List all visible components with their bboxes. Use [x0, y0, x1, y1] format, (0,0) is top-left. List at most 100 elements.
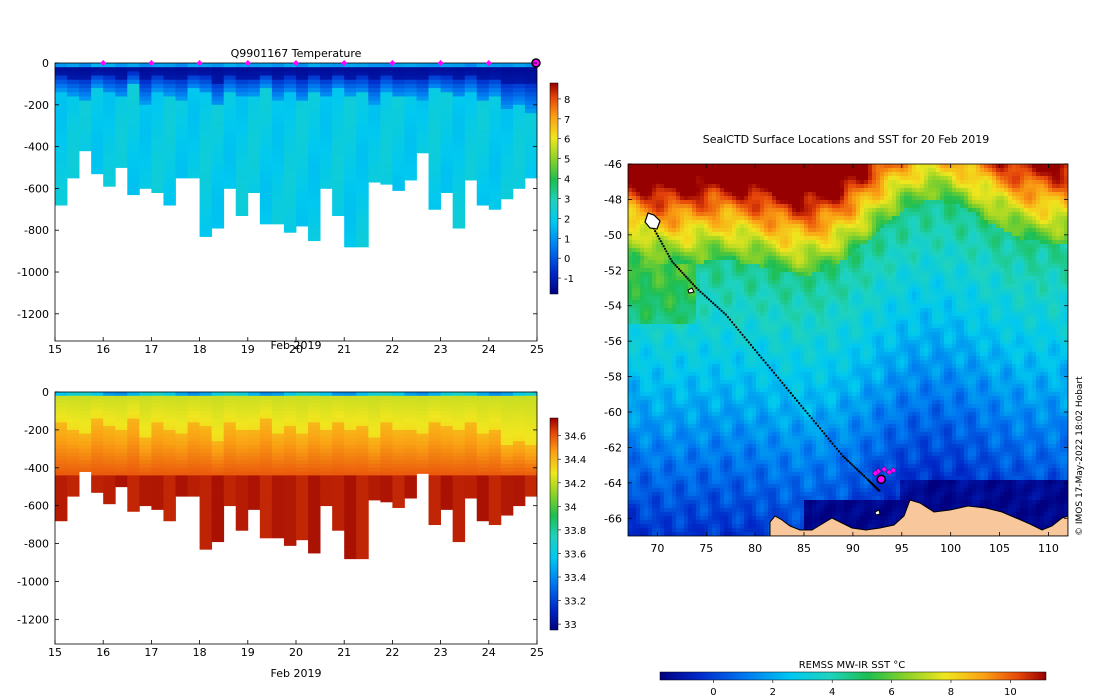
sst-cell — [848, 228, 853, 233]
temperature-cell — [187, 129, 200, 135]
sst-cell — [668, 212, 673, 217]
temperature-cell — [524, 104, 537, 110]
sst-cell — [812, 176, 817, 181]
salinity-cell — [127, 464, 140, 469]
sst-cell — [628, 196, 633, 201]
sst-cell — [716, 236, 721, 241]
sst-cell — [952, 216, 957, 221]
salinity-cell — [476, 437, 490, 442]
salinity-cell — [247, 494, 261, 499]
temperature-cell — [428, 67, 441, 72]
temperature-cell — [392, 108, 405, 114]
salinity-cell — [488, 505, 502, 510]
sst-cell — [924, 220, 929, 225]
sst-cell — [724, 232, 729, 237]
temperature-cell — [235, 205, 249, 210]
temperature-cell — [127, 121, 140, 127]
temperature-cell — [392, 171, 405, 177]
temperature-cell — [163, 75, 176, 81]
salinity-cell — [356, 490, 369, 495]
salinity-cell — [452, 471, 466, 476]
salinity-cell — [320, 490, 333, 495]
salinity-cell — [368, 410, 381, 416]
sst-cell — [888, 208, 893, 213]
salinity-cell — [223, 460, 237, 465]
temperature-cell — [79, 138, 92, 143]
sst-cell — [744, 228, 749, 233]
temperature-cell — [356, 83, 369, 89]
temperature-cell — [91, 134, 104, 139]
temperature-cell — [524, 125, 537, 131]
salinity-cell — [320, 410, 333, 416]
sst-cell — [892, 216, 897, 221]
sst-cell — [1024, 220, 1029, 225]
temperature-cell — [235, 121, 249, 127]
temperature-cell — [356, 100, 369, 106]
salinity-cell — [79, 403, 92, 408]
sst-cell — [780, 220, 785, 225]
temperature-cbar-tick-label: 4 — [564, 175, 570, 186]
sst-cell — [980, 224, 985, 229]
sst-cell — [692, 228, 697, 233]
salinity-cell — [283, 479, 297, 484]
sst-cell — [844, 212, 849, 217]
sst-cell — [672, 236, 677, 241]
sst-cell — [960, 164, 965, 169]
sst-cell — [1032, 216, 1037, 221]
salinity-cell — [404, 392, 417, 397]
sst-cell — [764, 184, 769, 189]
temperature-cell — [464, 67, 478, 72]
temperature-cell — [392, 117, 405, 122]
sst-cell — [1056, 228, 1061, 233]
sst-cell — [964, 176, 969, 181]
salinity-cell — [356, 524, 369, 529]
temperature-cell — [139, 171, 152, 177]
sst-cell — [912, 188, 917, 193]
profile-marker — [389, 60, 396, 66]
salinity-cell — [235, 399, 249, 404]
temperature-cell — [163, 138, 176, 143]
temperature-cell — [271, 171, 285, 177]
salinity-cell — [199, 403, 213, 408]
salinity-cell — [428, 509, 441, 514]
sst-cell — [744, 184, 749, 189]
salinity-cell — [380, 407, 393, 412]
sst-cell — [988, 192, 993, 197]
sst-cell — [772, 240, 777, 245]
salinity-cell — [392, 414, 405, 419]
salinity-cell — [127, 475, 140, 480]
salinity-cell — [404, 437, 417, 442]
sst-cell — [972, 224, 977, 229]
salinity-cell — [440, 464, 454, 469]
sst-cell — [1008, 240, 1013, 245]
salinity-cell — [476, 501, 490, 507]
sst-cell — [680, 192, 685, 197]
sst-cell — [824, 200, 829, 205]
temperature-cell — [308, 217, 321, 223]
sst-cell — [948, 200, 953, 205]
sst-cell — [696, 188, 701, 193]
sst-cell — [640, 192, 645, 197]
sst-cell — [928, 208, 933, 213]
sst-cell — [932, 220, 937, 225]
sst-cell — [1004, 176, 1009, 181]
temperature-cell — [163, 192, 176, 198]
temperature-cell — [163, 163, 176, 168]
sst-cell — [892, 188, 897, 193]
salinity-cell — [488, 471, 502, 476]
temperature-cell — [500, 79, 514, 85]
sst-cell — [1044, 180, 1049, 185]
temperature-cell — [332, 154, 345, 160]
sst-cell — [696, 216, 701, 221]
sst-cell — [716, 168, 721, 173]
temperature-cell — [211, 159, 225, 164]
sst-cell — [752, 192, 757, 197]
temperature-cell — [440, 142, 454, 148]
sst-cell — [744, 212, 749, 217]
salinity-cell — [271, 486, 285, 491]
temperature-cell — [283, 221, 297, 227]
salinity-cell — [103, 482, 116, 488]
temperature-cell — [223, 63, 237, 68]
salinity-cell — [283, 456, 297, 461]
salinity-cell — [332, 490, 345, 495]
